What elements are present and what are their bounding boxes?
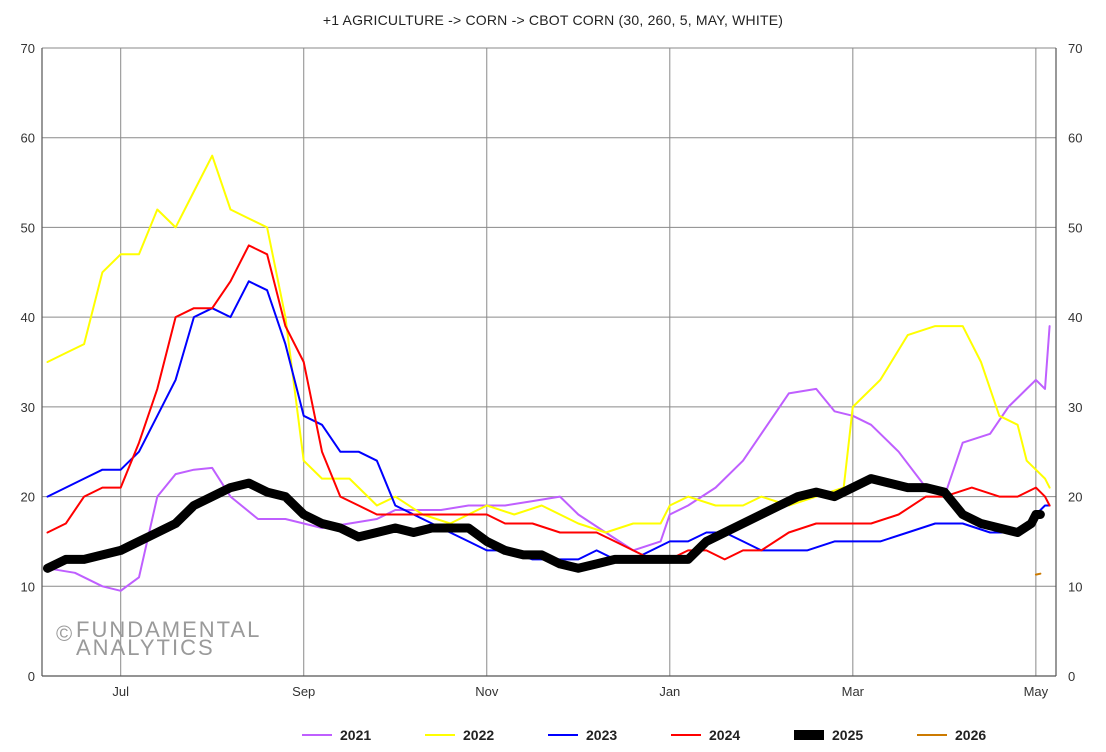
watermark-line2: ANALYTICS [76, 635, 215, 660]
legend: 2021 2022 2023 2024 2025 2026 [302, 727, 986, 743]
x-tick-label: Jul [112, 684, 129, 699]
chart-title: +1 AGRICULTURE -> CORN -> CBOT CORN (30,… [322, 12, 784, 28]
legend-label-2023: 2023 [586, 727, 617, 743]
series-line-2026 [1034, 572, 1042, 576]
series-lines [43, 154, 1051, 592]
legend-label-2022: 2022 [463, 727, 494, 743]
y-tick-label-left: 30 [21, 400, 35, 415]
grid [42, 47, 1056, 676]
watermark-logo: © FUNDAMENTAL ANALYTICS [56, 617, 261, 660]
axes: 0 0 10 10 20 20 30 30 40 40 50 50 60 60 70 70 Jul Sep Nov J… [21, 41, 1083, 699]
legend-label-2024: 2024 [709, 727, 740, 743]
y-tick-label-right: 10 [1068, 579, 1082, 594]
watermark-symbol: © [56, 621, 74, 646]
series-line-2022 [46, 154, 1051, 534]
x-tick-label: Jan [659, 684, 680, 699]
y-tick-label-left: 10 [21, 579, 35, 594]
legend-label-2026: 2026 [955, 727, 986, 743]
y-tick-label-right: 40 [1068, 310, 1082, 325]
series-line-2021 [46, 325, 1051, 592]
y-tick-label-right: 70 [1068, 41, 1082, 56]
y-tick-label-left: 40 [21, 310, 35, 325]
x-tick-label: May [1024, 684, 1049, 699]
watermark-line1: FUNDAMENTAL [76, 617, 261, 642]
series-line-2023 [46, 280, 1051, 561]
y-tick-label-right: 0 [1068, 669, 1075, 684]
series-line-2025 [43, 474, 1045, 573]
y-tick-label-left: 0 [28, 669, 35, 684]
legend-label-2021: 2021 [340, 727, 371, 743]
y-tick-label-right: 30 [1068, 400, 1082, 415]
y-tick-label-left: 20 [21, 490, 35, 505]
y-tick-label-left: 70 [21, 41, 35, 56]
y-tick-label-left: 60 [21, 131, 35, 146]
y-tick-label-right: 20 [1068, 490, 1082, 505]
y-tick-label-right: 50 [1068, 220, 1082, 235]
x-tick-label: Mar [842, 684, 865, 699]
legend-label-2025: 2025 [832, 727, 863, 743]
y-tick-label-left: 50 [21, 220, 35, 235]
y-tick-label-right: 60 [1068, 131, 1082, 146]
x-tick-label: Nov [475, 684, 499, 699]
x-tick-label: Sep [292, 684, 315, 699]
series-line-2024 [46, 244, 1051, 561]
